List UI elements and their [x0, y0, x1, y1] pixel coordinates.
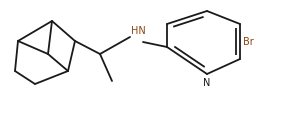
Text: Br: Br [243, 37, 254, 47]
Text: HN: HN [131, 26, 146, 36]
Text: N: N [203, 77, 211, 87]
